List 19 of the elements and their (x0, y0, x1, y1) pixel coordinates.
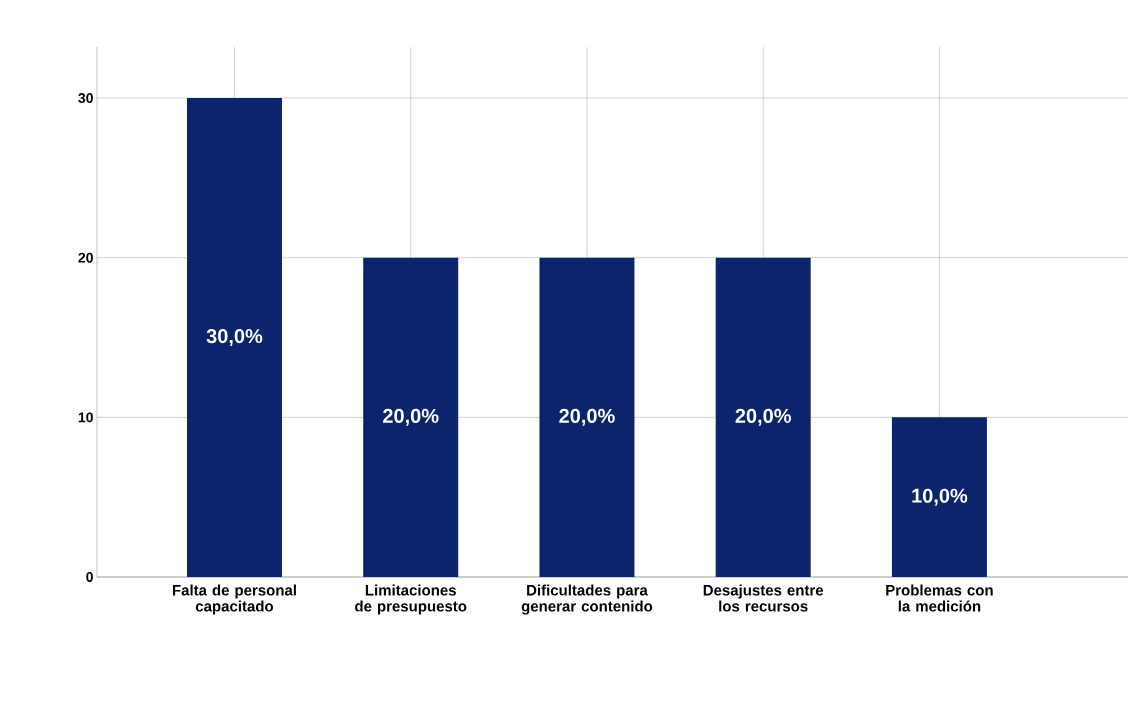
bar (539, 257, 635, 577)
x-tick-label: Desajustes entre los recursos (703, 584, 824, 612)
y-tick-label: 0 (86, 572, 93, 582)
data-label: 20,0% (383, 408, 439, 426)
x-tick-label: Dificultades para generar contenido (521, 584, 653, 615)
x-tick-label: Problemas con la medición (886, 584, 993, 612)
bar (715, 257, 811, 577)
x-tick-label: Limitaciones de presupuesto (355, 584, 467, 615)
bar (363, 257, 459, 577)
bar (186, 98, 282, 577)
data-label: 20,0% (559, 408, 615, 426)
y-tick-label: 20 (78, 252, 93, 263)
x-tick-label: Falta de personal capacitado (172, 584, 296, 615)
y-tick-label: 10 (78, 412, 93, 423)
data-label: 20,0% (735, 408, 792, 426)
bar (891, 417, 987, 577)
data-label: 30,0% (206, 329, 263, 347)
y-tick-label: 30 (78, 93, 93, 104)
data-label: 10,0% (912, 488, 968, 506)
